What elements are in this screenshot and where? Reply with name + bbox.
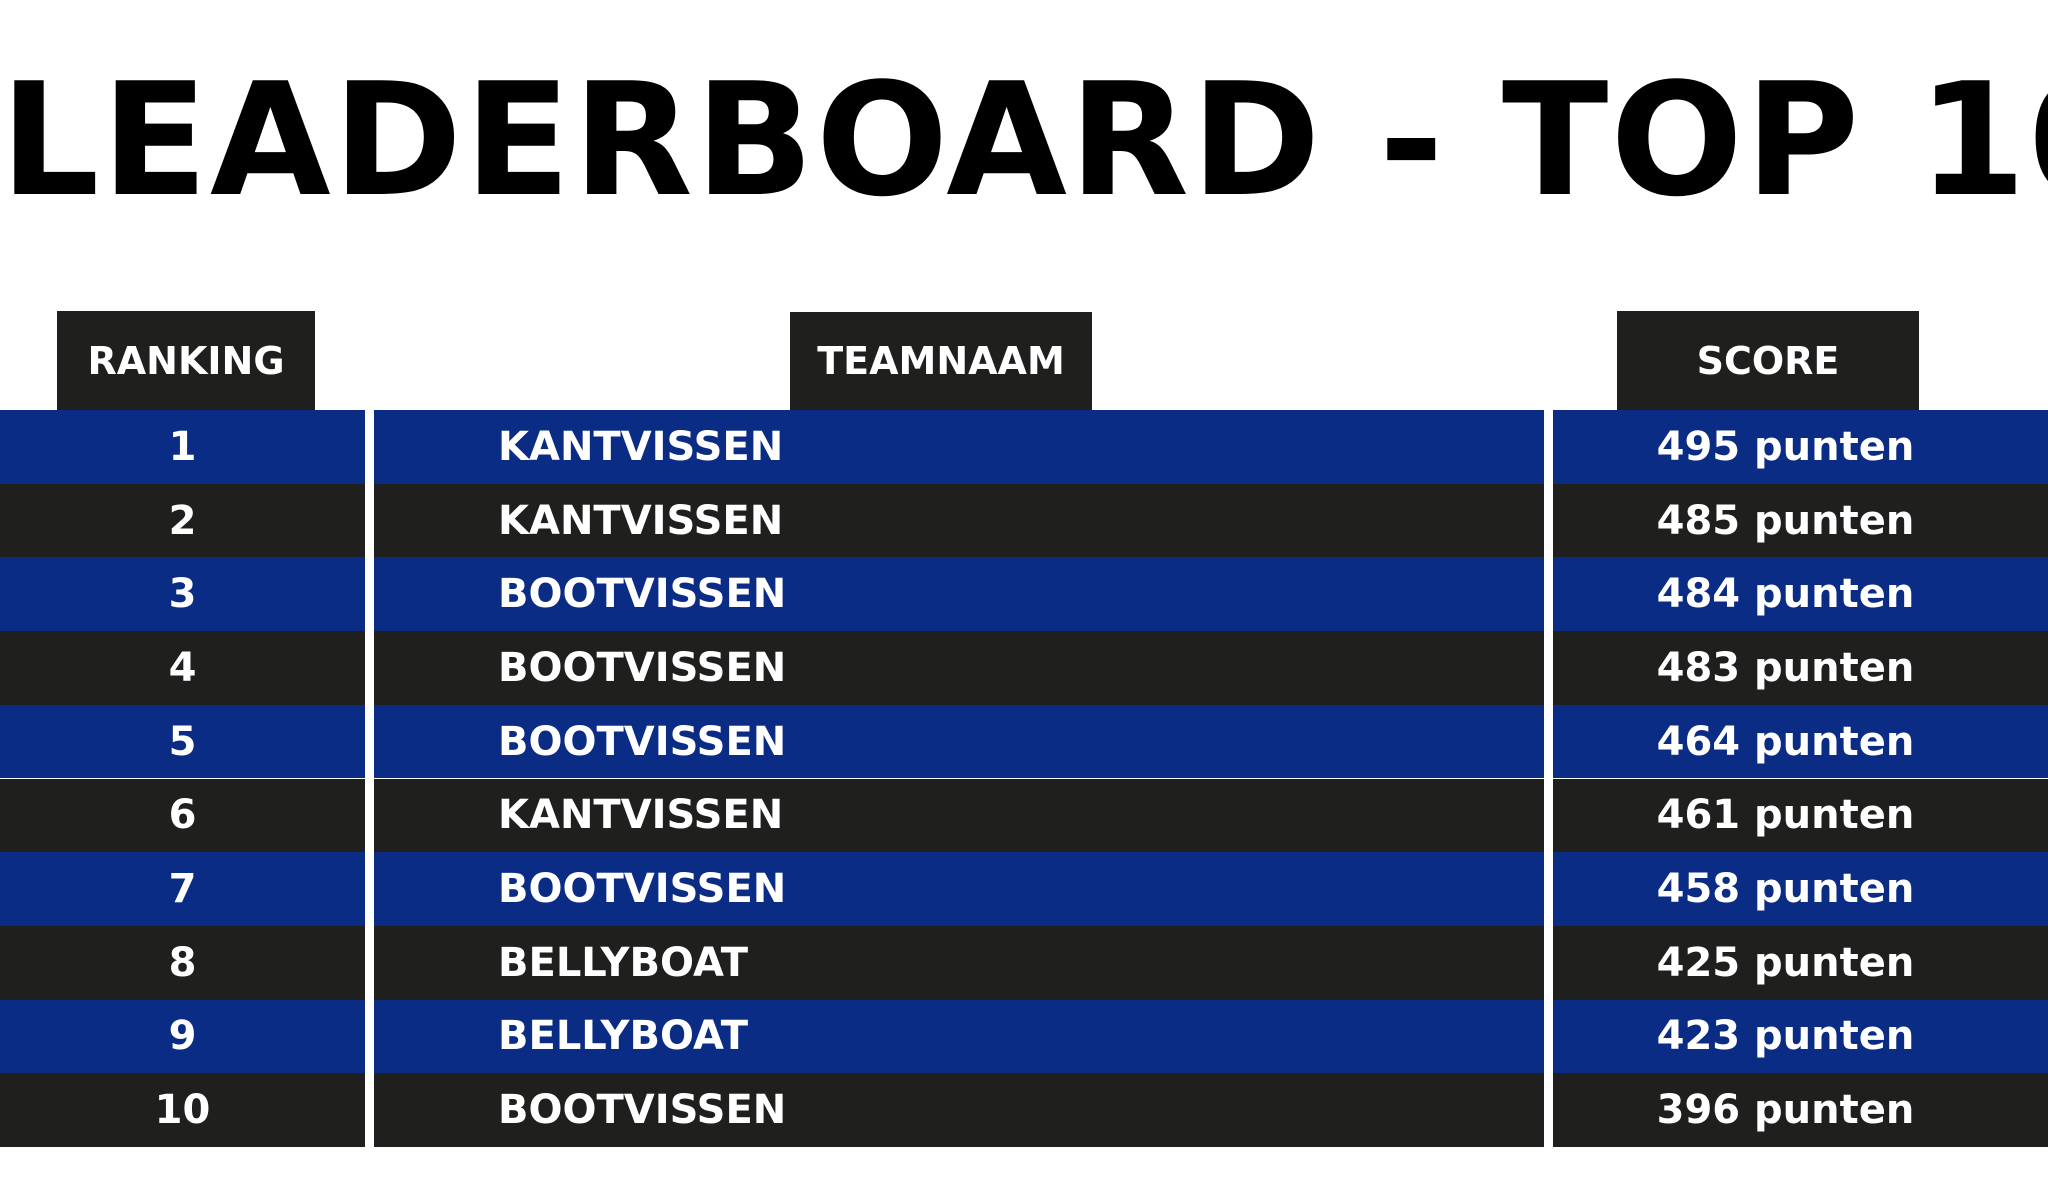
table-row: 5 BOOTVISSEN 464 punten	[0, 704, 2048, 779]
table-row: 8 BELLYBOAT 425 punten	[0, 925, 2048, 1000]
score-cell: 461 punten	[1553, 778, 2048, 853]
rank-cell: 10	[0, 1073, 365, 1147]
team-cell: BOOTVISSEN	[374, 557, 1544, 632]
column-header-teamname: TEAMNAAM	[790, 312, 1092, 410]
score-cell: 485 punten	[1553, 483, 2048, 558]
score-cell: 396 punten	[1553, 1073, 2048, 1147]
table-row: 2 KANTVISSEN 485 punten	[0, 483, 2048, 558]
score-cell: 484 punten	[1553, 557, 2048, 632]
team-cell: BOOTVISSEN	[374, 1073, 1544, 1147]
score-cell: 458 punten	[1553, 852, 2048, 926]
team-cell: BOOTVISSEN	[374, 631, 1544, 705]
table-row: 7 BOOTVISSEN 458 punten	[0, 852, 2048, 926]
rank-cell: 1	[0, 410, 365, 484]
rank-cell: 7	[0, 852, 365, 926]
team-cell: BELLYBOAT	[374, 925, 1544, 1000]
page-title: LEADERBOARD - TOP 10	[0, 49, 2048, 231]
rank-cell: 9	[0, 999, 365, 1074]
rank-cell: 5	[0, 704, 365, 779]
rank-cell: 4	[0, 631, 365, 705]
rank-cell: 2	[0, 483, 365, 558]
leaderboard-table: 1 KANTVISSEN 495 punten 2 KANTVISSEN 485…	[0, 410, 2048, 1147]
rank-cell: 8	[0, 925, 365, 1000]
team-cell: KANTVISSEN	[374, 410, 1544, 484]
table-row: 4 BOOTVISSEN 483 punten	[0, 631, 2048, 705]
score-cell: 495 punten	[1553, 410, 2048, 484]
team-cell: KANTVISSEN	[374, 778, 1544, 853]
rank-cell: 3	[0, 557, 365, 632]
rank-cell: 6	[0, 778, 365, 853]
team-cell: BOOTVISSEN	[374, 852, 1544, 926]
table-row: 9 BELLYBOAT 423 punten	[0, 999, 2048, 1074]
table-row: 10 BOOTVISSEN 396 punten	[0, 1073, 2048, 1147]
table-row: 3 BOOTVISSEN 484 punten	[0, 557, 2048, 632]
team-cell: BELLYBOAT	[374, 999, 1544, 1074]
team-cell: KANTVISSEN	[374, 483, 1544, 558]
column-header-score: SCORE	[1617, 311, 1919, 410]
team-cell: BOOTVISSEN	[374, 704, 1544, 779]
score-cell: 423 punten	[1553, 999, 2048, 1074]
column-header-ranking: RANKING	[57, 311, 315, 410]
table-row: 1 KANTVISSEN 495 punten	[0, 410, 2048, 484]
score-cell: 483 punten	[1553, 631, 2048, 705]
score-cell: 425 punten	[1553, 925, 2048, 1000]
table-row: 6 KANTVISSEN 461 punten	[0, 778, 2048, 853]
score-cell: 464 punten	[1553, 704, 2048, 779]
